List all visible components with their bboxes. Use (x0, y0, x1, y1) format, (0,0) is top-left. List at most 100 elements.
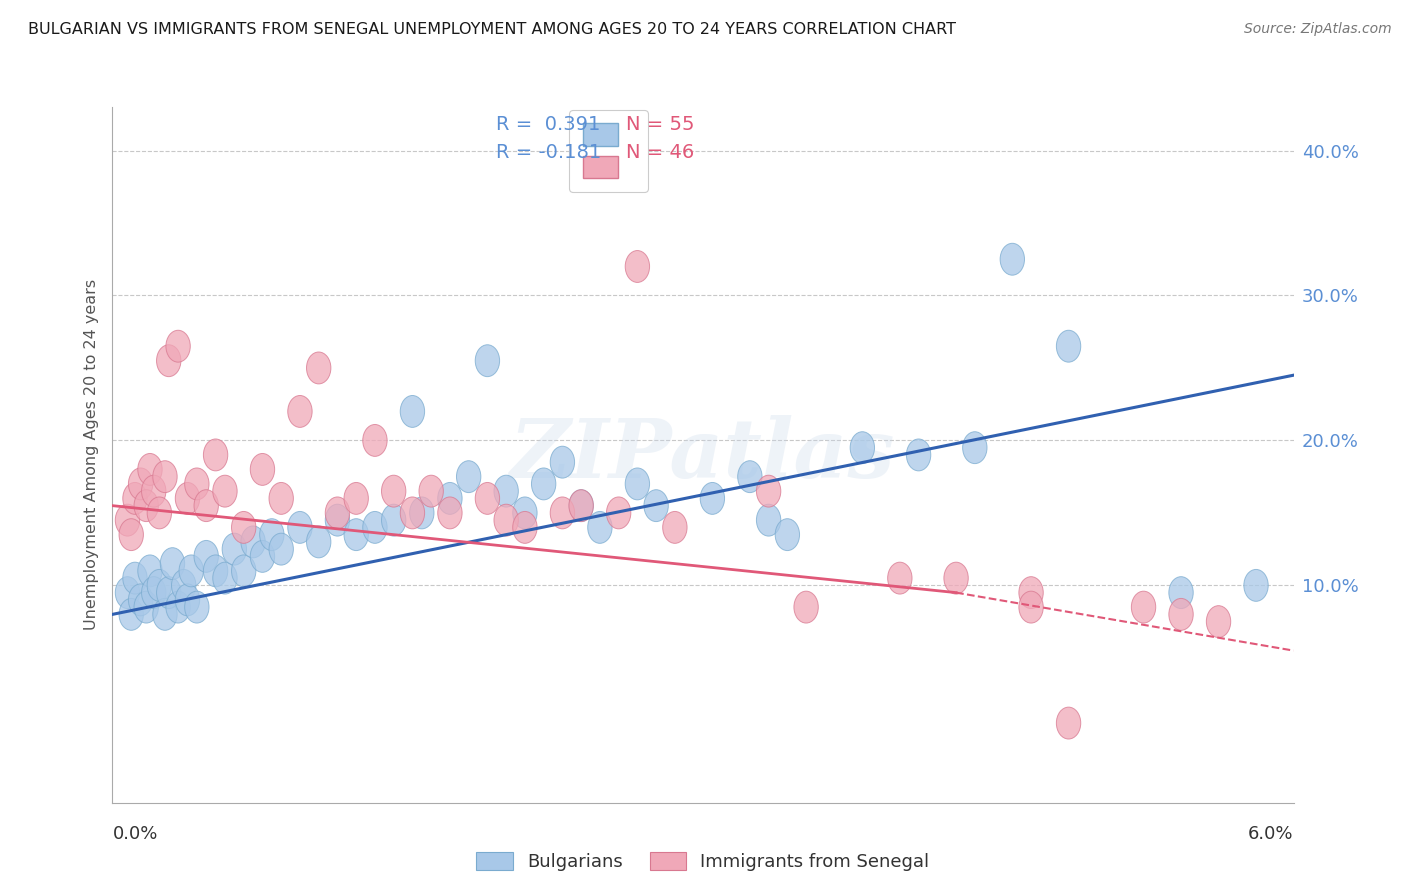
Ellipse shape (513, 497, 537, 529)
Ellipse shape (775, 519, 800, 550)
Ellipse shape (550, 497, 575, 529)
Ellipse shape (128, 468, 153, 500)
Text: R = -0.181: R = -0.181 (496, 144, 602, 162)
Ellipse shape (513, 511, 537, 543)
Ellipse shape (494, 475, 519, 507)
Ellipse shape (756, 504, 780, 536)
Ellipse shape (325, 504, 350, 536)
Ellipse shape (1168, 599, 1194, 631)
Ellipse shape (166, 330, 190, 362)
Ellipse shape (344, 483, 368, 515)
Ellipse shape (250, 541, 274, 573)
Ellipse shape (1206, 606, 1230, 638)
Ellipse shape (457, 460, 481, 492)
Text: BULGARIAN VS IMMIGRANTS FROM SENEGAL UNEMPLOYMENT AMONG AGES 20 TO 24 YEARS CORR: BULGARIAN VS IMMIGRANTS FROM SENEGAL UNE… (28, 22, 956, 37)
Ellipse shape (153, 599, 177, 631)
Ellipse shape (194, 541, 218, 573)
Ellipse shape (700, 483, 724, 515)
Ellipse shape (1244, 569, 1268, 601)
Ellipse shape (756, 475, 780, 507)
Ellipse shape (494, 504, 519, 536)
Ellipse shape (644, 490, 668, 522)
Ellipse shape (907, 439, 931, 471)
Text: N = 46: N = 46 (626, 144, 695, 162)
Ellipse shape (288, 511, 312, 543)
Ellipse shape (212, 475, 238, 507)
Ellipse shape (437, 483, 463, 515)
Ellipse shape (260, 519, 284, 550)
Legend: Bulgarians, Immigrants from Senegal: Bulgarians, Immigrants from Senegal (470, 845, 936, 879)
Text: 6.0%: 6.0% (1249, 824, 1294, 843)
Ellipse shape (232, 555, 256, 587)
Text: N = 55: N = 55 (626, 115, 695, 135)
Ellipse shape (240, 526, 266, 558)
Ellipse shape (1132, 591, 1156, 623)
Ellipse shape (179, 555, 204, 587)
Ellipse shape (381, 475, 406, 507)
Ellipse shape (115, 504, 139, 536)
Ellipse shape (569, 490, 593, 522)
Ellipse shape (122, 483, 148, 515)
Ellipse shape (401, 395, 425, 427)
Ellipse shape (325, 497, 350, 529)
Ellipse shape (363, 511, 387, 543)
Ellipse shape (475, 483, 499, 515)
Ellipse shape (142, 577, 166, 608)
Ellipse shape (128, 584, 153, 615)
Ellipse shape (232, 511, 256, 543)
Ellipse shape (212, 562, 238, 594)
Text: R =  0.391: R = 0.391 (496, 115, 600, 135)
Ellipse shape (194, 490, 218, 522)
Ellipse shape (134, 591, 159, 623)
Ellipse shape (1019, 577, 1043, 608)
Ellipse shape (569, 490, 593, 522)
Ellipse shape (662, 511, 688, 543)
Ellipse shape (851, 432, 875, 464)
Ellipse shape (288, 395, 312, 427)
Ellipse shape (138, 555, 162, 587)
Ellipse shape (120, 599, 143, 631)
Ellipse shape (250, 453, 274, 485)
Ellipse shape (134, 490, 159, 522)
Ellipse shape (269, 483, 294, 515)
Ellipse shape (419, 475, 443, 507)
Ellipse shape (307, 352, 330, 384)
Ellipse shape (172, 569, 195, 601)
Ellipse shape (176, 584, 200, 615)
Ellipse shape (1056, 707, 1081, 739)
Ellipse shape (887, 562, 912, 594)
Ellipse shape (204, 555, 228, 587)
Ellipse shape (153, 460, 177, 492)
Ellipse shape (550, 446, 575, 478)
Text: Source: ZipAtlas.com: Source: ZipAtlas.com (1244, 22, 1392, 37)
Ellipse shape (115, 577, 139, 608)
Ellipse shape (1000, 244, 1025, 275)
Ellipse shape (160, 548, 184, 580)
Ellipse shape (307, 526, 330, 558)
Ellipse shape (363, 425, 387, 457)
Ellipse shape (588, 511, 612, 543)
Ellipse shape (943, 562, 969, 594)
Ellipse shape (381, 504, 406, 536)
Ellipse shape (122, 562, 148, 594)
Text: ZIPatlas: ZIPatlas (510, 415, 896, 495)
Ellipse shape (626, 468, 650, 500)
Ellipse shape (148, 569, 172, 601)
Ellipse shape (184, 591, 209, 623)
Text: 0.0%: 0.0% (112, 824, 157, 843)
Ellipse shape (138, 453, 162, 485)
Ellipse shape (626, 251, 650, 283)
Ellipse shape (156, 577, 181, 608)
Ellipse shape (204, 439, 228, 471)
Ellipse shape (344, 519, 368, 550)
Ellipse shape (437, 497, 463, 529)
Ellipse shape (409, 497, 434, 529)
Ellipse shape (738, 460, 762, 492)
Ellipse shape (120, 519, 143, 550)
Ellipse shape (1168, 577, 1194, 608)
Ellipse shape (531, 468, 555, 500)
Ellipse shape (142, 475, 166, 507)
Ellipse shape (963, 432, 987, 464)
Legend:  ,  : , (569, 110, 648, 192)
Y-axis label: Unemployment Among Ages 20 to 24 years: Unemployment Among Ages 20 to 24 years (83, 279, 98, 631)
